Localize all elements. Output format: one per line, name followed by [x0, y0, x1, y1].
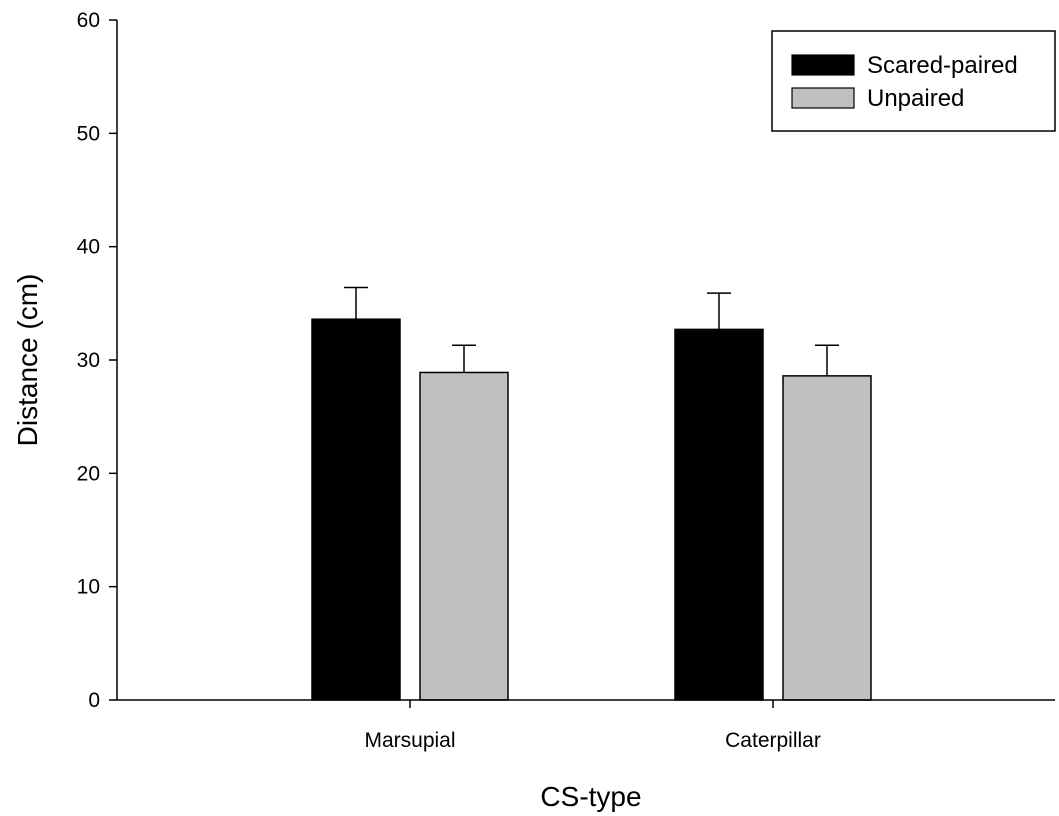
y-tick-label: 50	[77, 122, 100, 145]
bar-caterpillar-scared-paired	[674, 328, 764, 701]
y-tick-label: 20	[77, 462, 100, 485]
bars-layer	[311, 318, 872, 701]
x-tick-label-marsupial: Marsupial	[364, 729, 455, 752]
legend-swatch-unpaired	[791, 87, 855, 109]
legend-label-scared-paired: Scared-paired	[867, 52, 1018, 79]
y-tick-label: 60	[77, 9, 100, 32]
y-tick-label: 0	[88, 689, 100, 712]
x-ticks-layer: Marsupial Caterpillar	[364, 700, 821, 752]
y-axis-title: Distance (cm)	[12, 274, 43, 447]
y-tick-label: 40	[77, 236, 100, 259]
error-bars-layer	[344, 286, 839, 376]
bar-caterpillar-unpaired	[782, 375, 872, 701]
bar-marsupial-scared-paired	[311, 318, 401, 701]
y-ticks-layer: 0 10 20 30 40 50 60	[77, 9, 117, 712]
x-tick-label-caterpillar: Caterpillar	[725, 729, 821, 752]
legend: Scared-paired Unpaired	[771, 30, 1056, 132]
y-tick-label: 30	[77, 349, 100, 372]
legend-label-unpaired: Unpaired	[867, 85, 964, 112]
y-tick-label: 10	[77, 576, 100, 599]
legend-swatch-scared-paired	[791, 54, 855, 76]
bar-marsupial-unpaired	[419, 371, 509, 701]
legend-box	[771, 30, 1056, 132]
x-axis-title: CS-type	[540, 781, 641, 812]
